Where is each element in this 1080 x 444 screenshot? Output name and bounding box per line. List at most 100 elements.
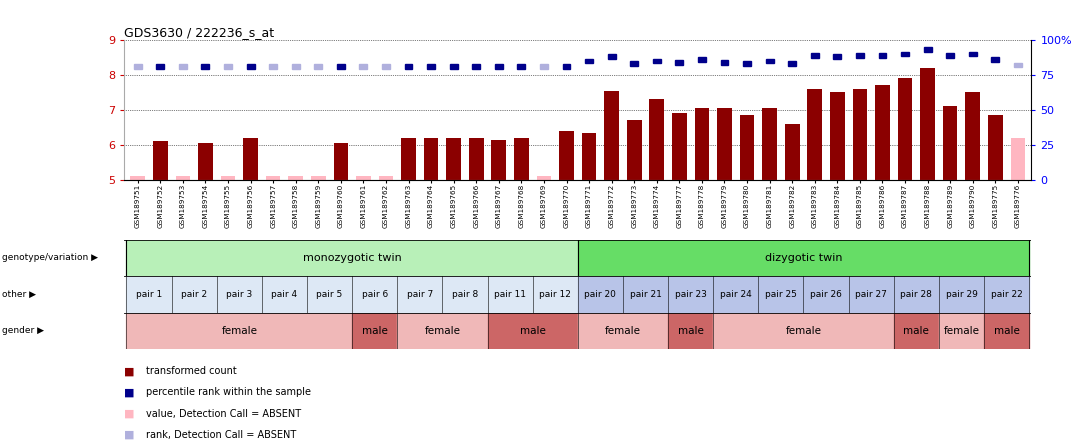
Bar <box>578 240 1029 276</box>
Text: other ▶: other ▶ <box>2 290 36 299</box>
Bar <box>991 57 999 62</box>
Text: dizygotic twin: dizygotic twin <box>765 253 842 263</box>
Text: pair 27: pair 27 <box>855 290 887 299</box>
Bar <box>382 64 390 69</box>
Text: pair 25: pair 25 <box>765 290 797 299</box>
Bar <box>720 60 728 65</box>
Text: ■: ■ <box>124 388 135 397</box>
Bar <box>849 276 894 313</box>
Bar <box>352 313 397 349</box>
Text: male: male <box>519 326 545 336</box>
Bar <box>352 276 397 313</box>
Text: transformed count: transformed count <box>146 366 237 376</box>
Bar <box>758 276 804 313</box>
Text: pair 24: pair 24 <box>720 290 752 299</box>
Text: ■: ■ <box>124 430 135 440</box>
Bar <box>626 120 642 180</box>
Bar <box>897 79 913 180</box>
Bar <box>405 64 413 69</box>
Bar <box>852 89 867 180</box>
Text: pair 29: pair 29 <box>945 290 977 299</box>
Text: pair 21: pair 21 <box>630 290 661 299</box>
Text: male: male <box>362 326 388 336</box>
Bar <box>131 176 145 180</box>
Text: genotype/variation ▶: genotype/variation ▶ <box>2 254 98 262</box>
Bar <box>984 313 1029 349</box>
Bar <box>134 64 141 69</box>
Bar <box>969 52 976 56</box>
Bar <box>379 176 393 180</box>
Bar <box>946 53 954 58</box>
Bar <box>532 276 578 313</box>
Text: gender ▶: gender ▶ <box>2 326 44 335</box>
Bar <box>269 64 278 69</box>
Bar <box>198 143 213 180</box>
Text: male: male <box>677 326 703 336</box>
Text: female: female <box>785 326 822 336</box>
Bar <box>446 138 461 180</box>
Bar <box>428 64 435 69</box>
Bar <box>631 61 638 66</box>
Bar <box>608 55 616 59</box>
Bar <box>126 276 172 313</box>
Text: pair 22: pair 22 <box>990 290 1023 299</box>
Text: rank, Detection Call = ABSENT: rank, Detection Call = ABSENT <box>146 430 296 440</box>
Bar <box>894 276 939 313</box>
Bar <box>939 276 984 313</box>
Bar <box>901 52 909 56</box>
Bar <box>713 313 894 349</box>
Bar <box>292 64 299 69</box>
Text: pair 1: pair 1 <box>136 290 162 299</box>
Bar <box>698 57 706 62</box>
Text: pair 8: pair 8 <box>451 290 478 299</box>
Bar <box>988 115 1002 180</box>
Bar <box>804 276 849 313</box>
Bar <box>153 141 167 180</box>
Bar <box>694 108 710 180</box>
Text: GDS3630 / 222236_s_at: GDS3630 / 222236_s_at <box>124 26 274 39</box>
Bar <box>126 240 578 276</box>
Bar <box>717 108 732 180</box>
Bar <box>360 64 367 69</box>
Text: pair 7: pair 7 <box>407 290 433 299</box>
Text: female: female <box>221 326 257 336</box>
Text: pair 6: pair 6 <box>362 290 388 299</box>
Bar <box>491 139 507 180</box>
Bar <box>220 176 235 180</box>
Bar <box>563 64 570 69</box>
Bar <box>1011 138 1025 180</box>
Bar <box>469 138 484 180</box>
Text: pair 3: pair 3 <box>226 290 253 299</box>
Bar <box>537 176 551 180</box>
Bar <box>762 108 777 180</box>
Text: pair 11: pair 11 <box>494 290 526 299</box>
Bar <box>1014 63 1022 67</box>
Bar <box>669 276 713 313</box>
Bar <box>811 53 819 58</box>
Text: pair 2: pair 2 <box>181 290 207 299</box>
Bar <box>401 138 416 180</box>
Text: pair 20: pair 20 <box>584 290 617 299</box>
Bar <box>649 99 664 180</box>
Text: percentile rank within the sample: percentile rank within the sample <box>146 388 311 397</box>
Bar <box>582 133 596 180</box>
Bar <box>713 276 758 313</box>
Bar <box>785 124 799 180</box>
Bar <box>243 138 258 180</box>
Text: female: female <box>605 326 640 336</box>
Text: female: female <box>944 326 980 336</box>
Text: pair 12: pair 12 <box>539 290 571 299</box>
Bar <box>472 64 481 69</box>
Bar <box>172 276 217 313</box>
Bar <box>652 59 661 63</box>
Bar <box>585 59 593 63</box>
Bar <box>808 89 822 180</box>
Bar <box>307 276 352 313</box>
Bar <box>314 64 322 69</box>
Bar <box>943 107 958 180</box>
Bar <box>288 176 303 180</box>
Bar <box>261 276 307 313</box>
Bar <box>356 176 370 180</box>
Bar <box>788 61 796 66</box>
Bar <box>397 313 487 349</box>
